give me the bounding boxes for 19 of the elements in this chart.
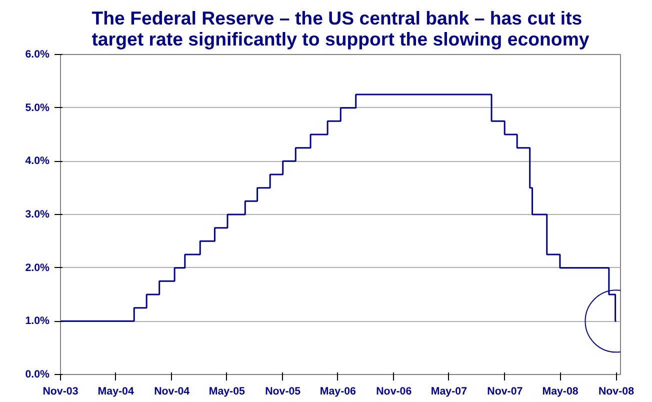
x-tick-label: Nov-08 — [598, 386, 634, 398]
x-tick-label: May-07 — [430, 386, 468, 398]
x-tick-label: Nov-05 — [265, 386, 301, 398]
x-tick-label: May-06 — [320, 386, 356, 398]
x-tick-label: Nov-06 — [376, 386, 412, 398]
chart-title: The Federal Reserve – the US central bank – has cut its target rate significantly to support the slowing economy — [92, 8, 590, 50]
x-tick-label: Nov-04 — [154, 386, 190, 398]
x-tick-label: May-04 — [98, 386, 134, 398]
x-tick-label: May-05 — [208, 386, 246, 398]
y-tick-label: 6.0% — [25, 48, 50, 60]
x-tick-label: May-08 — [542, 386, 578, 398]
x-tick-label: Nov-03 — [42, 386, 78, 398]
x-tick-label: Nov-07 — [487, 386, 523, 398]
y-tick-label: 5.0% — [25, 102, 50, 114]
y-tick-label: 0.0% — [25, 368, 50, 380]
y-tick-label: 4.0% — [25, 155, 50, 168]
y-tick-label: 3.0% — [25, 208, 50, 220]
y-tick-label: 2.0% — [25, 262, 50, 274]
y-tick-label: 1.0% — [25, 315, 50, 328]
